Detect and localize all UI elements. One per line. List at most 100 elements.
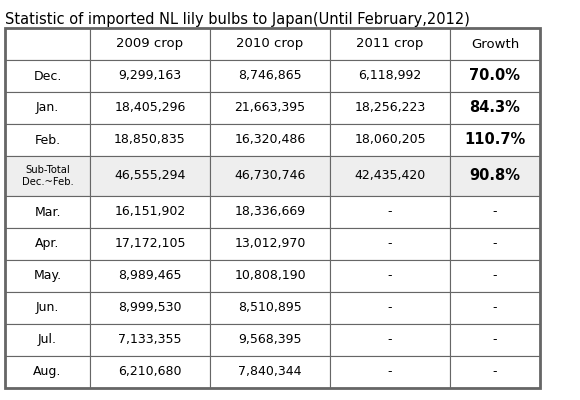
Bar: [90, 124, 210, 156]
Bar: [210, 292, 330, 324]
Text: 18,405,296: 18,405,296: [114, 102, 186, 114]
Text: 2011 crop: 2011 crop: [356, 38, 423, 50]
Bar: [330, 196, 450, 228]
Bar: [330, 156, 450, 196]
Text: -: -: [388, 270, 392, 282]
Text: -: -: [388, 302, 392, 314]
Text: 18,060,205: 18,060,205: [354, 134, 426, 146]
Text: 6,210,680: 6,210,680: [118, 366, 182, 378]
Bar: [5, 92, 90, 124]
Bar: [330, 60, 450, 92]
Text: 16,151,902: 16,151,902: [114, 206, 186, 218]
Text: Aug.: Aug.: [33, 366, 61, 378]
Bar: [450, 156, 540, 196]
Bar: [450, 124, 540, 156]
Bar: [210, 324, 330, 356]
Bar: [210, 60, 330, 92]
Bar: [450, 292, 540, 324]
Text: Sub-Total
Dec.~Feb.: Sub-Total Dec.~Feb.: [21, 165, 74, 187]
Bar: [450, 60, 540, 92]
Bar: [210, 92, 330, 124]
Bar: [90, 196, 210, 228]
Bar: [450, 260, 540, 292]
Text: 17,172,105: 17,172,105: [114, 238, 186, 250]
Text: Mar.: Mar.: [34, 206, 61, 218]
Bar: [450, 356, 540, 388]
Bar: [210, 124, 330, 156]
Bar: [90, 28, 210, 60]
Text: -: -: [493, 270, 497, 282]
Bar: [450, 28, 540, 60]
Bar: [210, 196, 330, 228]
Bar: [5, 60, 90, 92]
Bar: [5, 356, 90, 388]
Bar: [330, 292, 450, 324]
Text: 8,510,895: 8,510,895: [238, 302, 302, 314]
Text: -: -: [493, 302, 497, 314]
Text: -: -: [388, 334, 392, 346]
Bar: [5, 260, 90, 292]
Bar: [330, 260, 450, 292]
Bar: [5, 156, 90, 196]
Text: 42,435,420: 42,435,420: [354, 170, 426, 182]
Bar: [90, 260, 210, 292]
Text: 110.7%: 110.7%: [465, 132, 525, 148]
Bar: [450, 92, 540, 124]
Text: Growth: Growth: [471, 38, 519, 50]
Text: 2009 crop: 2009 crop: [117, 38, 183, 50]
Text: Statistic of imported NL lily bulbs to Japan(Until February,2012): Statistic of imported NL lily bulbs to J…: [5, 12, 470, 27]
Bar: [210, 260, 330, 292]
Bar: [5, 196, 90, 228]
Bar: [330, 228, 450, 260]
Text: -: -: [493, 334, 497, 346]
Text: 7,840,344: 7,840,344: [238, 366, 302, 378]
Bar: [5, 124, 90, 156]
Bar: [330, 124, 450, 156]
Text: -: -: [388, 238, 392, 250]
Bar: [5, 228, 90, 260]
Text: -: -: [388, 206, 392, 218]
Bar: [210, 156, 330, 196]
Text: Jan.: Jan.: [36, 102, 59, 114]
Bar: [450, 324, 540, 356]
Text: Jun.: Jun.: [36, 302, 59, 314]
Bar: [90, 292, 210, 324]
Bar: [90, 92, 210, 124]
Text: -: -: [493, 206, 497, 218]
Bar: [90, 156, 210, 196]
Text: 2010 crop: 2010 crop: [237, 38, 303, 50]
Bar: [330, 356, 450, 388]
Text: 46,730,746: 46,730,746: [234, 170, 306, 182]
Bar: [90, 228, 210, 260]
Bar: [450, 228, 540, 260]
Bar: [330, 92, 450, 124]
Bar: [210, 228, 330, 260]
Text: -: -: [493, 238, 497, 250]
Bar: [330, 28, 450, 60]
Text: 10,808,190: 10,808,190: [234, 270, 306, 282]
Text: 13,012,970: 13,012,970: [234, 238, 306, 250]
Text: 70.0%: 70.0%: [469, 68, 520, 84]
Text: 8,989,465: 8,989,465: [118, 270, 182, 282]
Text: 9,299,163: 9,299,163: [118, 70, 182, 82]
Text: Dec.: Dec.: [33, 70, 61, 82]
Text: 18,850,835: 18,850,835: [114, 134, 186, 146]
Bar: [5, 324, 90, 356]
Text: Jul.: Jul.: [38, 334, 57, 346]
Text: -: -: [388, 366, 392, 378]
Text: 7,133,355: 7,133,355: [118, 334, 182, 346]
Bar: [210, 356, 330, 388]
Text: 46,555,294: 46,555,294: [114, 170, 186, 182]
Text: May.: May.: [34, 270, 61, 282]
Text: 18,336,669: 18,336,669: [234, 206, 306, 218]
Bar: [90, 356, 210, 388]
Bar: [210, 28, 330, 60]
Bar: [450, 196, 540, 228]
Bar: [90, 324, 210, 356]
Text: Apr.: Apr.: [35, 238, 60, 250]
Text: 9,568,395: 9,568,395: [238, 334, 302, 346]
Text: 6,118,992: 6,118,992: [358, 70, 422, 82]
Bar: [5, 28, 90, 60]
Text: 21,663,395: 21,663,395: [234, 102, 306, 114]
Text: Feb.: Feb.: [34, 134, 60, 146]
